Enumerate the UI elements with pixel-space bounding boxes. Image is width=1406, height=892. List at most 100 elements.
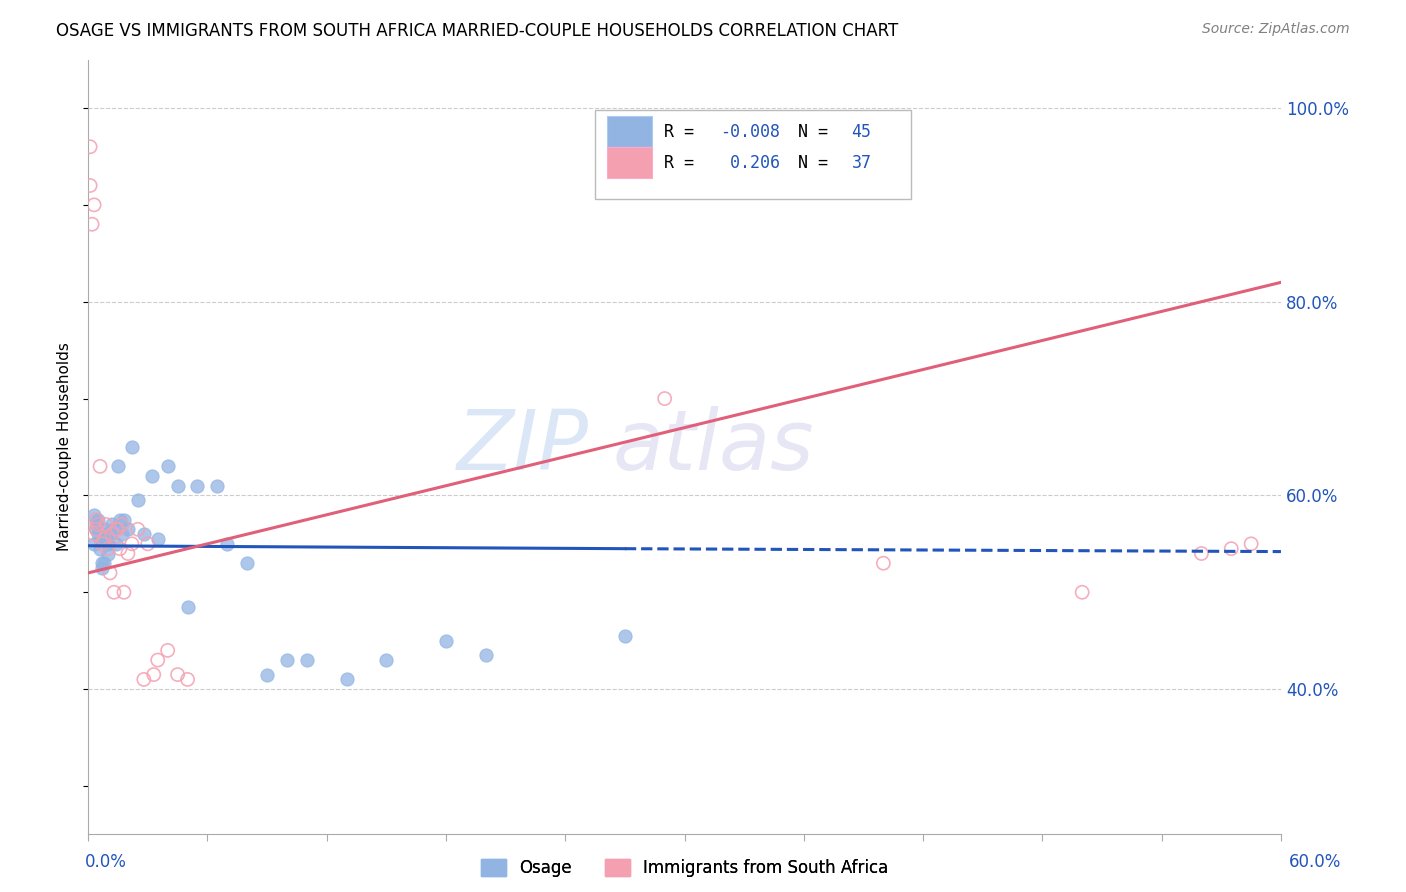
Text: R =: R = (664, 123, 704, 141)
Point (132, 527, 155, 541)
Text: 45: 45 (852, 123, 872, 141)
Point (97, 547, 120, 561)
Point (93, 532, 115, 546)
Point (103, 522, 125, 536)
Point (94, 532, 117, 546)
Point (84, 522, 107, 536)
Point (336, 673, 359, 687)
Text: ZIP: ZIP (457, 407, 589, 488)
Point (132, 673, 155, 687)
Point (83, 527, 105, 541)
FancyBboxPatch shape (607, 147, 652, 178)
Point (156, 643, 179, 657)
Point (98, 527, 121, 541)
Point (1240, 537, 1263, 551)
Point (79, 140, 101, 154)
Y-axis label: Married-couple Households: Married-couple Households (58, 343, 72, 551)
Point (613, 629, 636, 643)
Point (872, 556, 894, 570)
Text: N =: N = (797, 153, 838, 171)
Point (93, 522, 115, 536)
Text: atlas: atlas (613, 407, 814, 488)
Point (89, 459, 111, 474)
Point (127, 493, 149, 508)
Point (84, 517, 107, 532)
Point (83, 537, 105, 551)
Point (127, 522, 149, 536)
Point (654, 392, 676, 406)
Point (141, 469, 163, 483)
Text: 0.206: 0.206 (720, 153, 780, 171)
Point (111, 517, 134, 532)
Point (207, 479, 229, 493)
FancyBboxPatch shape (595, 110, 911, 199)
Point (117, 547, 139, 561)
Point (434, 633, 457, 648)
Point (121, 440, 143, 454)
Point (176, 673, 198, 687)
Point (117, 522, 139, 536)
Text: OSAGE VS IMMIGRANTS FROM SOUTH AFRICA MARRIED-COUPLE HOUSEHOLDS CORRELATION CHAR: OSAGE VS IMMIGRANTS FROM SOUTH AFRICA MA… (56, 22, 898, 40)
Point (146, 532, 169, 546)
Point (104, 522, 127, 536)
Point (107, 522, 129, 536)
Point (186, 479, 208, 493)
Point (375, 653, 398, 667)
Point (91, 537, 114, 551)
Point (97, 537, 120, 551)
Point (101, 517, 124, 532)
Point (87, 517, 110, 532)
Text: 60.0%: 60.0% (1288, 853, 1341, 871)
Point (112, 513, 135, 527)
Text: R =: R = (664, 153, 704, 171)
Point (83, 508, 105, 522)
Point (94, 527, 117, 541)
Point (166, 667, 188, 681)
Point (101, 527, 124, 541)
Text: 37: 37 (852, 153, 872, 171)
Point (111, 527, 134, 541)
Legend: Osage, Immigrants from South Africa: Osage, Immigrants from South Africa (474, 853, 896, 884)
Point (87, 513, 110, 527)
Point (1191, 547, 1213, 561)
Point (79, 178, 101, 193)
Point (89, 541, 111, 556)
Text: -0.008: -0.008 (720, 123, 780, 141)
Point (474, 648, 496, 663)
Point (108, 541, 131, 556)
Point (98, 566, 121, 580)
Point (84, 522, 107, 536)
Point (1071, 585, 1094, 599)
Point (84, 513, 107, 527)
Text: N =: N = (797, 123, 838, 141)
Point (87, 527, 110, 541)
Point (93, 556, 115, 570)
Text: Source: ZipAtlas.com: Source: ZipAtlas.com (1202, 22, 1350, 37)
Point (82, 217, 104, 231)
Point (104, 537, 127, 551)
Point (142, 667, 165, 681)
Point (166, 479, 188, 493)
Point (217, 537, 239, 551)
Point (176, 599, 198, 614)
Point (156, 459, 179, 474)
Point (91, 556, 114, 570)
Point (108, 513, 131, 527)
Point (1220, 541, 1243, 556)
Point (295, 653, 318, 667)
Point (136, 537, 159, 551)
Point (276, 653, 298, 667)
Point (94, 517, 117, 532)
Point (236, 556, 259, 570)
Point (121, 537, 143, 551)
Point (146, 653, 169, 667)
Point (112, 585, 135, 599)
Point (83, 198, 105, 212)
Point (91, 561, 114, 575)
Point (103, 585, 125, 599)
Point (97, 541, 120, 556)
Text: 0.0%: 0.0% (84, 853, 127, 871)
FancyBboxPatch shape (607, 116, 652, 147)
Point (256, 667, 278, 681)
Point (107, 459, 129, 474)
